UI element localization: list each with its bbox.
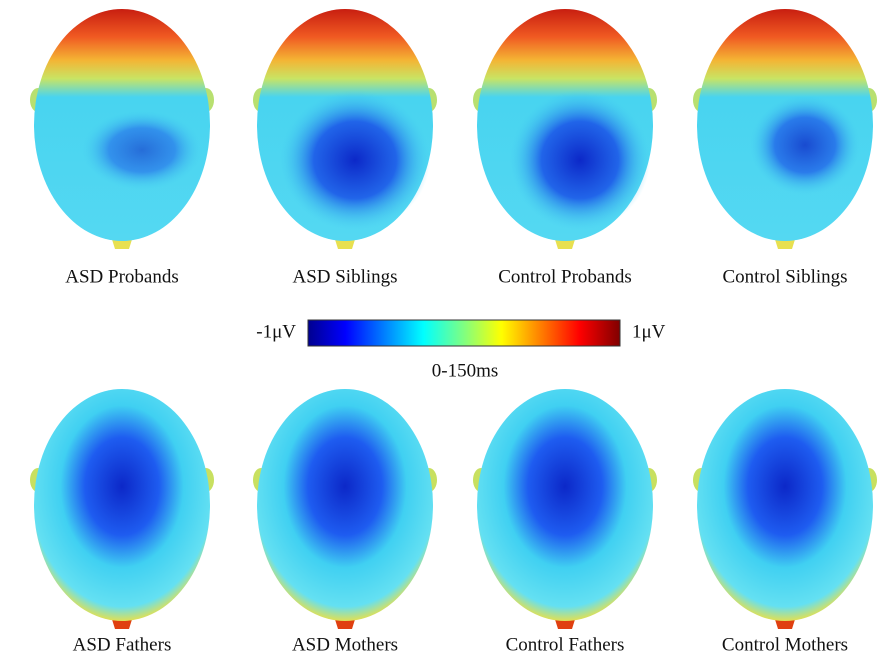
activity-blob bbox=[510, 90, 650, 230]
panel-label: Control Siblings bbox=[722, 266, 847, 287]
scalp bbox=[257, 389, 433, 621]
scalp bbox=[697, 389, 873, 621]
activity-blob bbox=[82, 110, 202, 190]
panel-label: Control Probands bbox=[498, 266, 632, 287]
colorbar-min-label: -1μV bbox=[256, 321, 296, 342]
head-map bbox=[253, 389, 437, 629]
panel-label: Control Mothers bbox=[722, 634, 848, 655]
head-map bbox=[693, 389, 877, 629]
scalp bbox=[477, 389, 653, 621]
panel-label: Control Fathers bbox=[506, 634, 625, 655]
head-maps bbox=[30, 9, 877, 629]
panel-label: ASD Probands bbox=[65, 266, 178, 287]
panel-label: ASD Fathers bbox=[73, 634, 172, 655]
activity-blob bbox=[750, 95, 860, 195]
panel-label: ASD Mothers bbox=[292, 634, 398, 655]
head-map bbox=[473, 389, 657, 629]
head-map bbox=[693, 9, 877, 249]
colorbar bbox=[307, 319, 621, 347]
scalp bbox=[34, 389, 210, 621]
head-map bbox=[30, 389, 214, 629]
activity-blob bbox=[280, 90, 430, 230]
colorbar-max-label: 1μV bbox=[632, 321, 666, 342]
colorbar-caption: 0-150ms bbox=[432, 360, 499, 381]
head-map bbox=[473, 9, 657, 249]
head-map bbox=[253, 9, 437, 249]
head-map bbox=[30, 9, 214, 249]
panel-label: ASD Siblings bbox=[292, 266, 397, 287]
